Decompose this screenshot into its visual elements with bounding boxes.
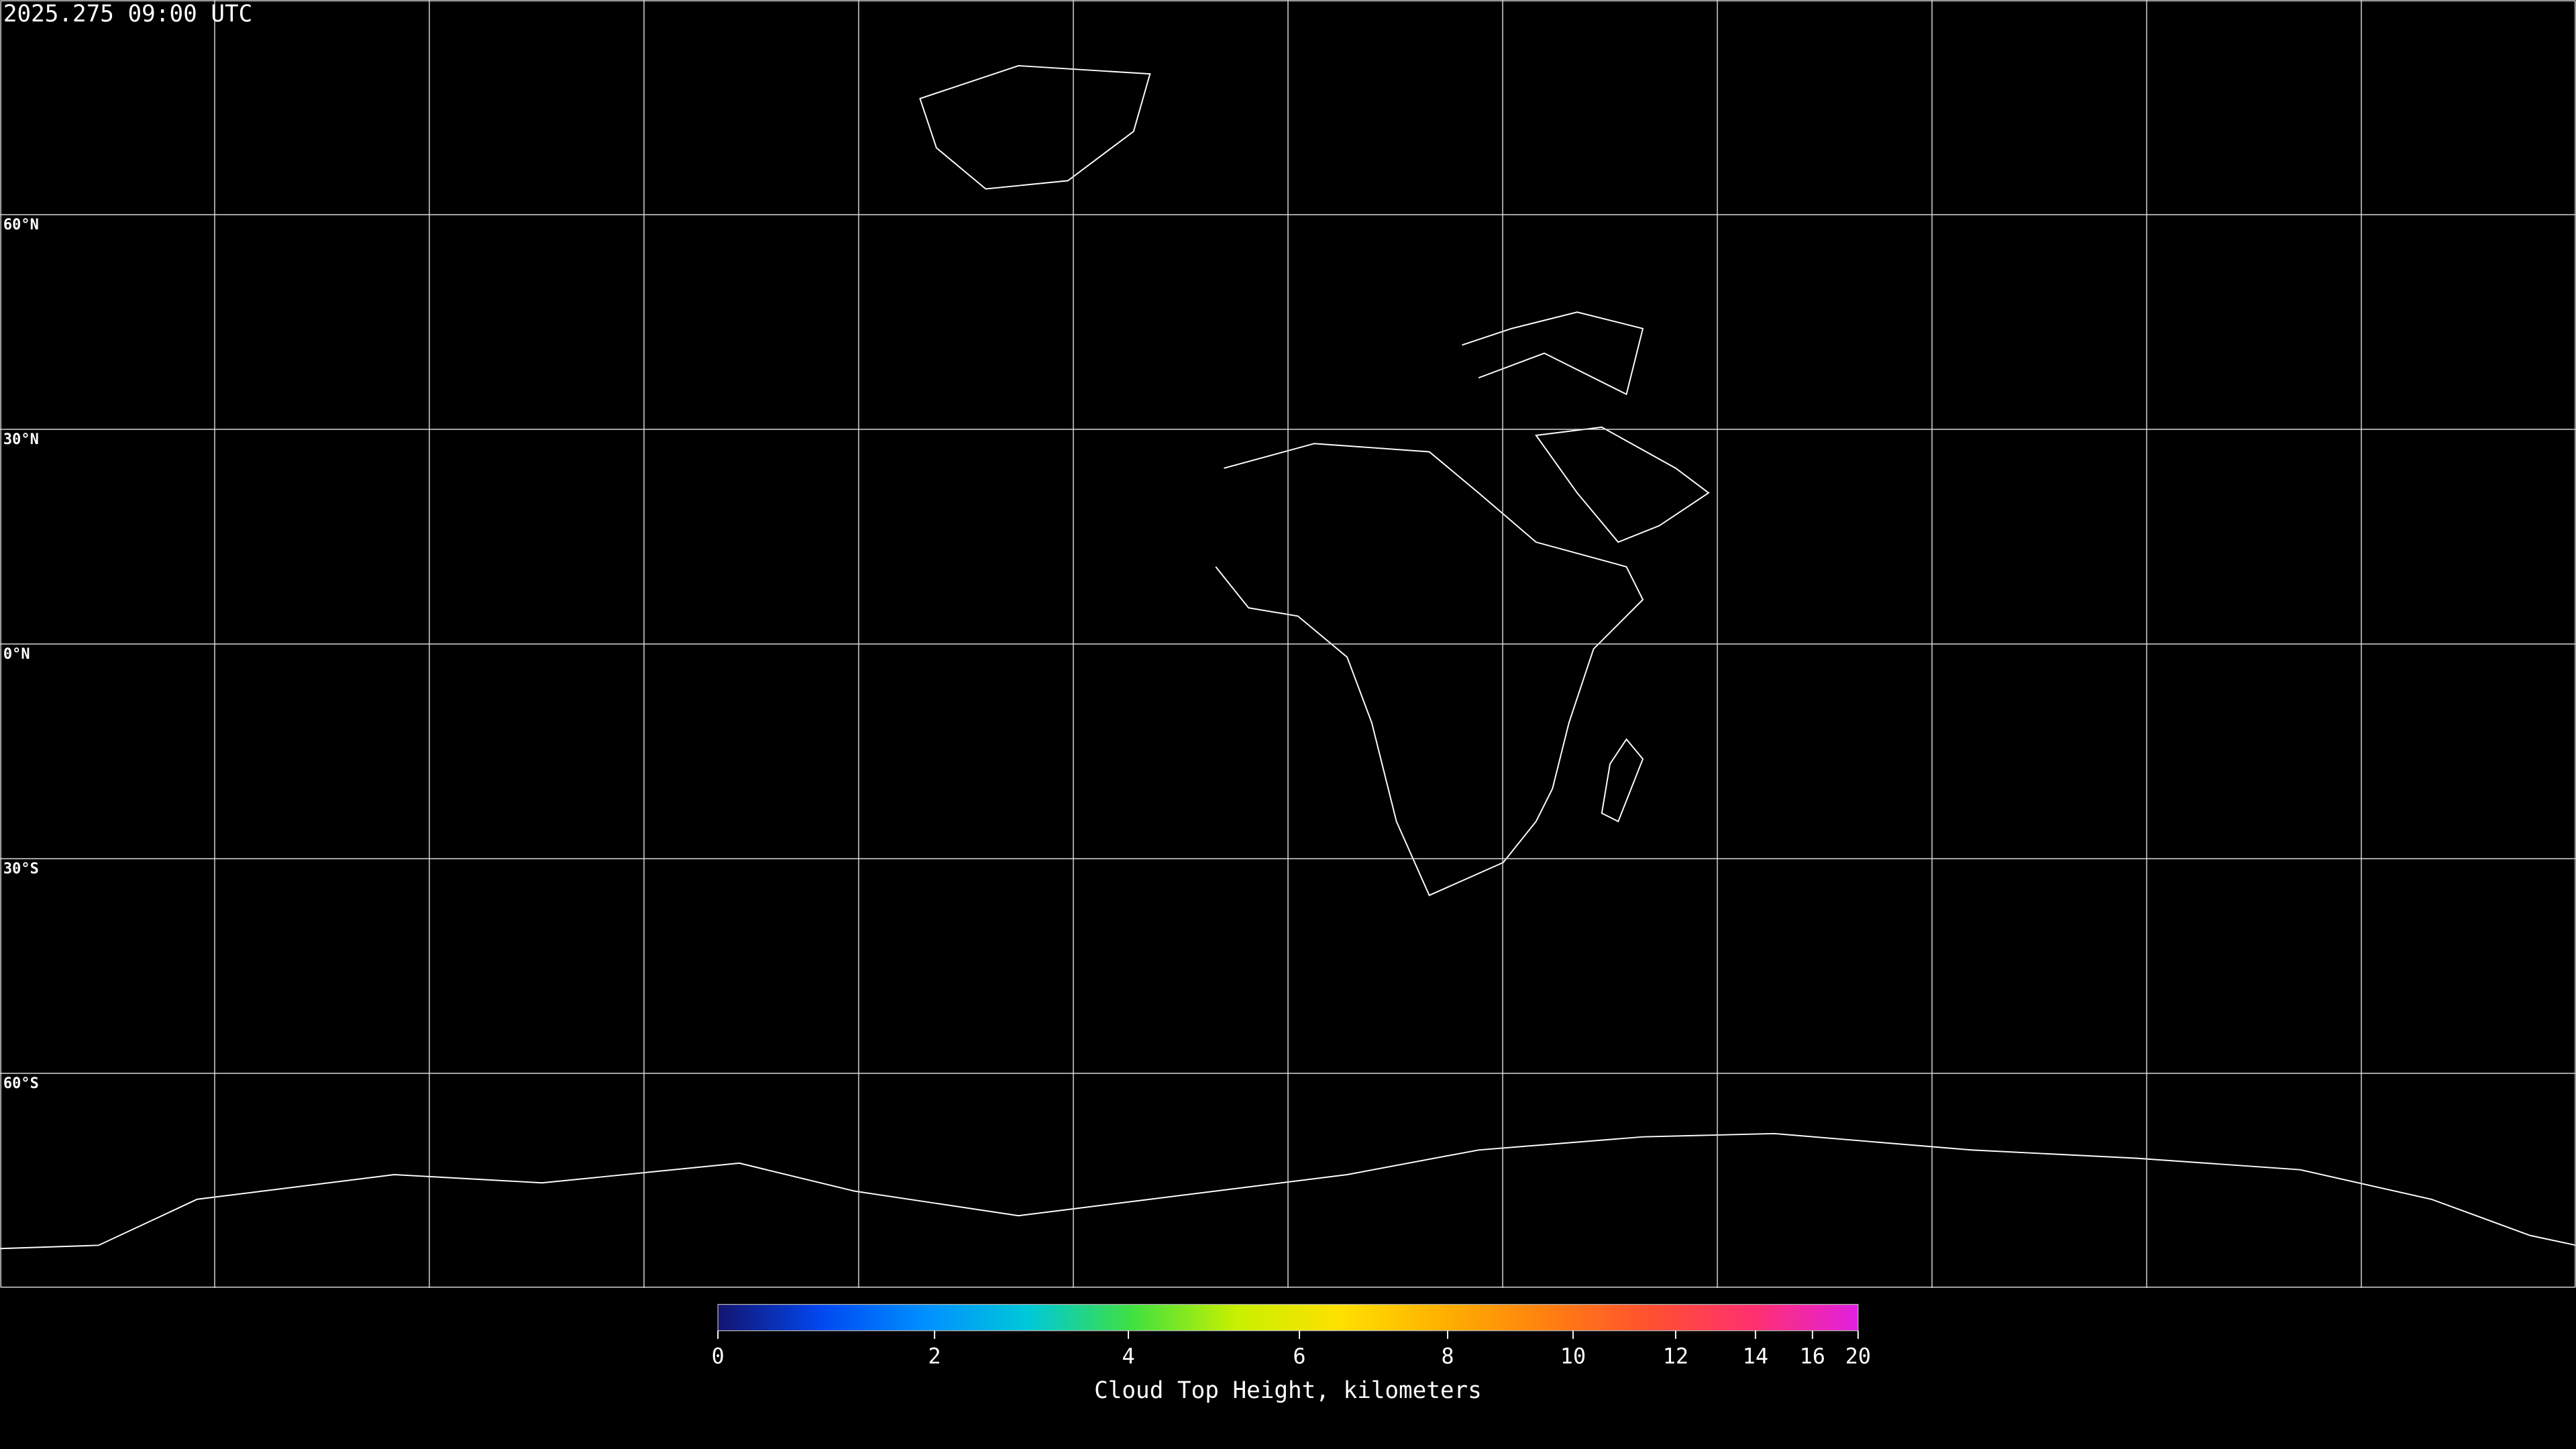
map-frame [0, 0, 2576, 1288]
colorbar [717, 1303, 1859, 1332]
coastlines [0, 64, 2576, 1250]
graticule [0, 0, 2576, 1288]
colorbar-tick-label: 2 [928, 1344, 941, 1369]
greenland-outline [919, 64, 1151, 190]
latitude-label: 30°S [3, 861, 39, 877]
timestamp: 2025.275 09:00 UTC [3, 1, 252, 28]
arabia-outline [1535, 426, 1710, 543]
madagascar-outline [1601, 738, 1644, 822]
latitude-label: 30°N [3, 431, 39, 448]
colorbar-tick-label: 20 [1845, 1344, 1871, 1369]
latitude-labels: 60°N 30°N 0°N 30°S 60°S [3, 217, 39, 1092]
colorbar-tick-label: 8 [1441, 1344, 1454, 1369]
latitude-label: 0°N [3, 646, 30, 663]
colorbar-tick-label: 0 [712, 1344, 724, 1369]
africa-outline [1215, 443, 1644, 896]
colorbar-tick-label: 12 [1663, 1344, 1688, 1369]
colorbar-tick-label: 6 [1293, 1344, 1305, 1369]
colorbar-ticks: 0 2 4 6 8 10 12 14 16 20 [712, 1330, 1871, 1369]
colorbar-tick-label: 4 [1122, 1344, 1134, 1369]
europe-outline [1462, 311, 1644, 396]
colorbar-tick-label: 16 [1800, 1344, 1825, 1369]
antarctica-outline [0, 1132, 2576, 1250]
latitude-label: 60°S [3, 1075, 39, 1092]
latitude-label: 60°N [3, 217, 39, 233]
colorbar-tick-label: 10 [1560, 1344, 1586, 1369]
colorbar-label: Cloud Top Height, kilometers [1094, 1377, 1482, 1404]
colorbar-tick-label: 14 [1743, 1344, 1768, 1369]
